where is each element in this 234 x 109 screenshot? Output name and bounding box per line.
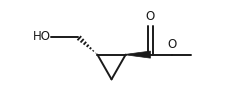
Text: O: O (146, 10, 155, 23)
Polygon shape (126, 51, 150, 58)
Text: O: O (167, 38, 177, 51)
Text: HO: HO (32, 30, 50, 43)
